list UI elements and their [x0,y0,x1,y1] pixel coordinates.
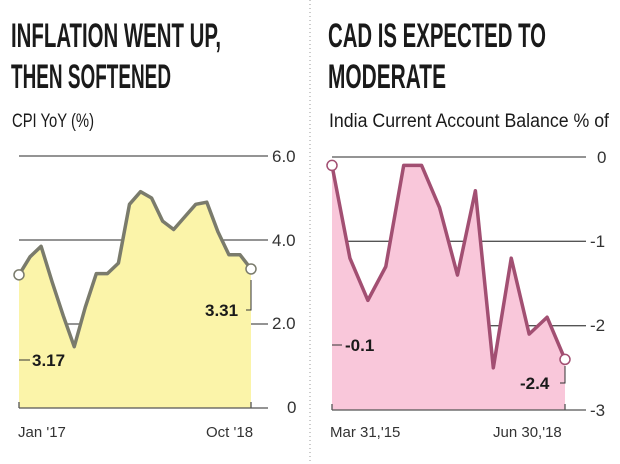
y-tick-label: -1 [590,232,605,251]
series-line [17,189,253,349]
series-area [326,159,586,411]
endpoint-marker [326,159,338,172]
x-tick-label: Mar 31,'15 [330,424,400,441]
y-tick-label: 0 [597,148,606,167]
chart-subtitle: CPI YoY (%) [12,111,94,132]
y-tick-label: 4.0 [272,231,296,250]
x-tick-label: Jun 30,'18 [493,424,562,441]
y-tick-label: -2 [590,316,605,335]
annotation-end-value: -2.4 [520,374,550,393]
area-fill [332,165,565,410]
endpoint-marker [559,353,571,366]
y-tick-label: 0 [287,398,296,417]
annotation-leader [560,366,566,384]
chart-title-line-2: MODERATE [328,58,446,96]
series-area [13,189,268,409]
chart-title-line-1: INFLATION WENT UP, [11,17,221,55]
area-fill [19,191,251,408]
y-tick-label: -3 [590,401,605,420]
cad-panel: CAD IS EXPECTED TO MODERATE India Curren… [326,17,610,441]
y-tick-labels: 0 -1 -2 -3 [590,148,606,420]
chart-subtitle: India Current Account Balance % of [329,111,610,132]
annotation-start-value: 3.17 [32,351,65,370]
chart-title-line-2: THEN SOFTENED [11,58,171,96]
annotation-start-value: -0.1 [345,336,374,355]
x-tick-label: Oct '18 [206,424,253,441]
series-line [330,163,567,370]
endpoint-marker [245,263,257,275]
annotation-leader [246,280,252,311]
y-tick-labels: 6.0 4.0 2.0 0 [272,147,296,417]
annotation-end-value: 3.31 [205,301,238,320]
chart-title-line-1: CAD IS EXPECTED TO [328,17,546,55]
x-tick-label: Jan '17 [18,424,66,441]
y-tick-label: 2.0 [272,314,296,333]
y-tick-label: 6.0 [272,147,296,166]
inflation-panel: INFLATION WENT UP, THEN SOFTENED CPI YoY… [11,17,296,441]
endpoint-marker [13,269,25,281]
